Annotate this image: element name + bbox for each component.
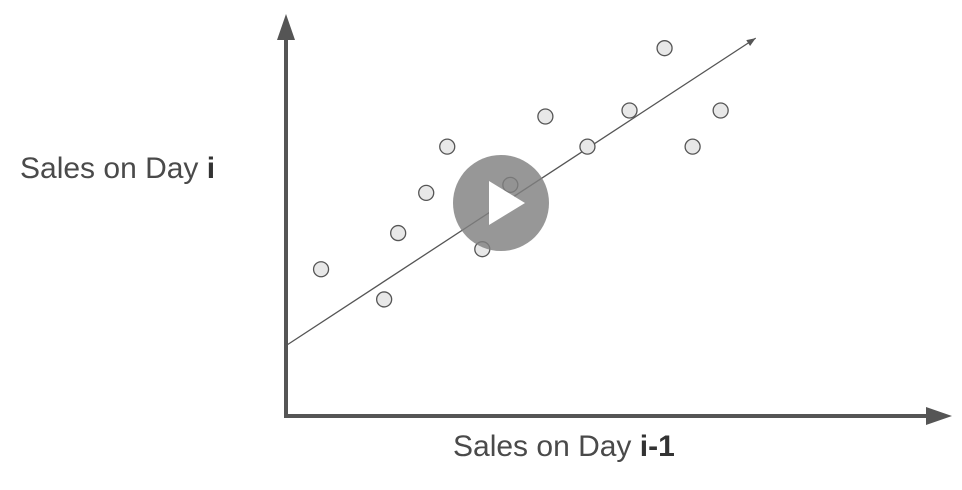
data-point [656,40,673,57]
data-point [418,184,435,202]
y-axis-label-bold: i [206,152,216,185]
data-point [390,224,407,242]
x-axis-label-text: Sales on Day [453,430,640,463]
data-point [312,261,330,278]
data-point [375,291,393,308]
x-axis-arrow [926,407,952,425]
data-point [537,108,554,125]
y-axis-arrow [277,14,295,40]
data-point [712,102,729,119]
play-button[interactable] [453,155,549,251]
y-axis-label: Sales on Day i [20,152,215,186]
data-point [684,138,701,155]
x-axis-label: Sales on Day i-1 [453,430,675,464]
y-axis-label-text: Sales on Day [20,152,207,185]
trend-line-arrowhead [746,38,756,46]
x-axis-label-bold: i-1 [639,430,675,463]
data-point [579,138,596,155]
play-icon [489,181,525,225]
data-point [621,102,638,119]
axes [277,14,952,425]
data-point [439,138,456,155]
